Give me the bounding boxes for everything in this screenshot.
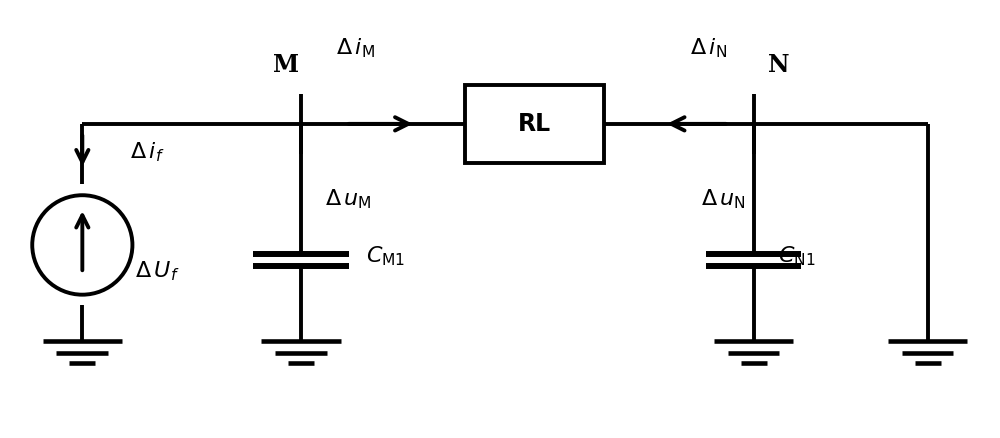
Text: $\Delta \,i_{\mathrm{M}}$: $\Delta \,i_{\mathrm{M}}$: [336, 36, 375, 60]
Text: $\Delta \,u_{\mathrm{N}}$: $\Delta \,u_{\mathrm{N}}$: [701, 188, 746, 212]
Text: $C_{\mathrm{N1}}$: $C_{\mathrm{N1}}$: [778, 244, 816, 268]
Text: M: M: [273, 53, 299, 78]
Bar: [465, 85, 604, 163]
Text: $C_{\mathrm{M1}}$: $C_{\mathrm{M1}}$: [366, 244, 405, 268]
Text: $\Delta \,U_{f}$: $\Delta \,U_{f}$: [135, 259, 179, 283]
Text: N: N: [768, 53, 789, 78]
Text: RL: RL: [518, 112, 551, 136]
Text: $\Delta \,i_{\mathrm{N}}$: $\Delta \,i_{\mathrm{N}}$: [690, 36, 727, 60]
Text: $\Delta \,u_{\mathrm{M}}$: $\Delta \,u_{\mathrm{M}}$: [325, 188, 372, 212]
Ellipse shape: [32, 195, 132, 295]
Text: $\Delta \,i_{f}$: $\Delta \,i_{f}$: [130, 140, 164, 164]
